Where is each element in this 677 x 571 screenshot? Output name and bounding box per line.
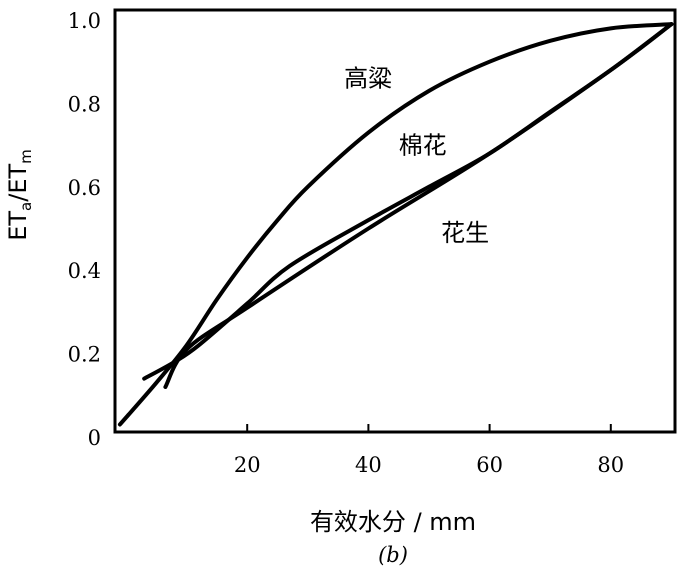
series-annotation: 花生: [441, 219, 489, 247]
series-line-花生: [163, 22, 674, 389]
x-tick-label: 20: [234, 453, 261, 477]
x-tick-label: 60: [476, 453, 503, 477]
x-tick-label: 80: [597, 453, 624, 477]
plot-border: [113, 8, 677, 434]
panel-label: (b): [378, 543, 408, 567]
ticks: 20 40 60 80 0 0.2 0.4 0.6 0.8 1.0: [68, 9, 625, 477]
series-lines: [117, 22, 674, 427]
plot-frame: [113, 8, 677, 434]
y-tick-label: 0.8: [68, 92, 101, 116]
y-tick-label: 0.2: [68, 343, 101, 367]
y-tick-label: 0.6: [68, 176, 101, 200]
x-tick-label: 40: [355, 453, 382, 477]
series-annotation: 棉花: [399, 131, 447, 159]
x-axis-label: 有效水分 / mm: [310, 508, 476, 536]
series-line-高粱: [117, 22, 674, 427]
y-tick-label: 0: [88, 426, 101, 450]
series-annotation: 高粱: [344, 65, 392, 93]
y-axis-label: ETa/ETm: [4, 149, 35, 241]
y-tick-label: 1.0: [68, 9, 101, 33]
y-tick-label: 0.4: [68, 259, 101, 283]
